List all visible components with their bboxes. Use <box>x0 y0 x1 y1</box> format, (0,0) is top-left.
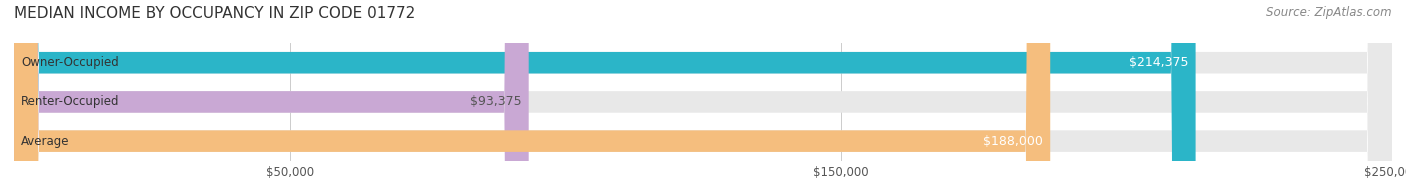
Text: MEDIAN INCOME BY OCCUPANCY IN ZIP CODE 01772: MEDIAN INCOME BY OCCUPANCY IN ZIP CODE 0… <box>14 6 415 21</box>
Text: Average: Average <box>21 135 69 148</box>
Text: Source: ZipAtlas.com: Source: ZipAtlas.com <box>1267 6 1392 19</box>
Text: $188,000: $188,000 <box>983 135 1043 148</box>
FancyBboxPatch shape <box>14 0 1392 196</box>
FancyBboxPatch shape <box>14 0 1392 196</box>
Text: Renter-Occupied: Renter-Occupied <box>21 95 120 108</box>
Text: $93,375: $93,375 <box>470 95 522 108</box>
FancyBboxPatch shape <box>14 0 1392 196</box>
FancyBboxPatch shape <box>14 0 529 196</box>
FancyBboxPatch shape <box>14 0 1195 196</box>
FancyBboxPatch shape <box>14 0 1050 196</box>
Text: Owner-Occupied: Owner-Occupied <box>21 56 118 69</box>
Text: $214,375: $214,375 <box>1129 56 1188 69</box>
